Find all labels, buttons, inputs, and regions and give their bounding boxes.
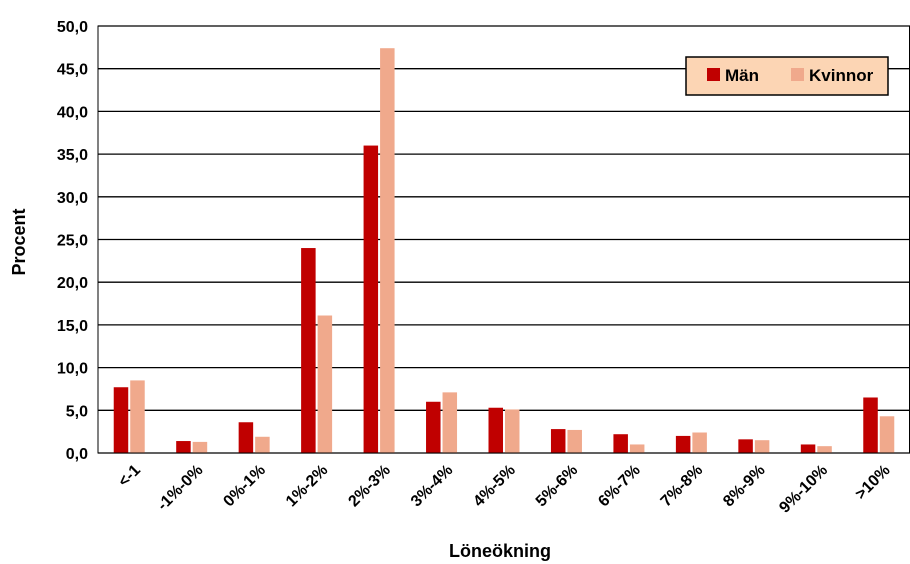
y-tick-label: 35,0 (57, 147, 88, 164)
legend-swatch-kvinnor (791, 68, 804, 81)
bar-man (738, 439, 753, 453)
legend-label-man: Män (725, 66, 759, 85)
bar-man (613, 434, 628, 453)
x-tick-label: 2%-3% (345, 462, 393, 510)
x-tick-label: 3%-4% (408, 462, 456, 510)
x-tick-label: 4%-5% (470, 462, 518, 510)
x-tick-label: 6%-7% (595, 462, 643, 510)
y-tick-label: 45,0 (57, 62, 88, 79)
bar-man (301, 248, 316, 453)
y-tick-label: 15,0 (57, 318, 88, 335)
bar-man (863, 397, 878, 453)
bar-kvinnor (879, 416, 895, 453)
y-tick-label: 20,0 (57, 275, 88, 292)
y-tick-label: 40,0 (57, 104, 88, 121)
legend-label-kvinnor: Kvinnor (809, 66, 874, 85)
bar-man (176, 441, 191, 453)
bar-kvinnor (505, 409, 520, 453)
x-tick-label: 5%-6% (533, 462, 581, 510)
bar-man (238, 422, 254, 453)
y-axis-title: Procent (9, 208, 29, 275)
x-tick-label: <-1 (115, 462, 144, 491)
x-tick-label: -1%-0% (154, 462, 206, 514)
x-tick-label: 1%-2% (283, 462, 331, 510)
y-tick-label: 0,0 (66, 446, 88, 463)
bar-kvinnor (380, 48, 395, 453)
bar-man (488, 407, 503, 453)
bar-kvinnor (817, 446, 832, 453)
y-tick-label: 50,0 (57, 19, 88, 36)
bar-kvinnor (130, 380, 145, 453)
legend-swatch-man (707, 68, 720, 81)
x-tick-label: 0%-1% (220, 462, 268, 510)
x-tick-label: >10% (852, 462, 893, 503)
y-axis-ticks: 0,0 5,0 10,0 15,0 20,0 25,0 30,0 35,0 40,0 45,0 50… (57, 19, 88, 463)
x-tick-label: 7%-8% (658, 462, 706, 510)
y-tick-label: 5,0 (66, 403, 88, 420)
bar-kvinnor (255, 436, 270, 453)
bar-man (800, 444, 816, 453)
y-tick-label: 25,0 (57, 233, 88, 250)
bar-man (426, 401, 441, 453)
bar-kvinnor (442, 392, 458, 453)
bar-man (113, 387, 129, 453)
x-axis-ticks: <-1 -1%-0% 0%-1% 1%-2% 2%-3% 3%-4% 4%-5% 5%-6% 6… (115, 462, 893, 517)
bars (113, 48, 895, 453)
x-axis-title: Löneökning (449, 541, 551, 561)
bar-man (363, 145, 379, 453)
bar-kvinnor (629, 444, 645, 453)
bar-man (550, 429, 566, 453)
y-tick-label: 10,0 (57, 361, 88, 378)
bar-kvinnor (192, 441, 208, 453)
y-tick-label: 30,0 (57, 190, 88, 207)
bar-kvinnor (754, 440, 770, 453)
x-tick-label: 9%-10% (776, 462, 831, 517)
bar-kvinnor (692, 432, 707, 453)
x-tick-label: 8%-9% (720, 462, 768, 510)
bar-kvinnor (317, 315, 333, 453)
legend: Män Kvinnor (685, 56, 889, 96)
bar-kvinnor (567, 429, 582, 453)
bar-man (675, 435, 691, 453)
